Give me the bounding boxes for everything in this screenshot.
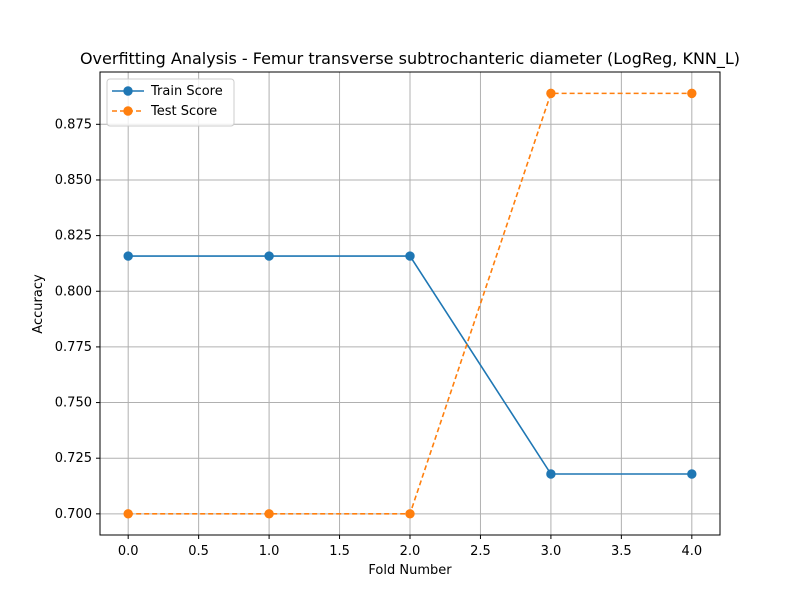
series-lines [123, 88, 697, 519]
y-tick-label: 0.875 [55, 117, 92, 132]
x-axis-label: Fold Number [368, 563, 452, 578]
legend-label-train-score: Train Score [150, 84, 223, 99]
x-tick-label: 0.0 [118, 544, 139, 559]
y-tick-label: 0.775 [55, 340, 92, 355]
y-tick-label: 0.825 [55, 229, 92, 244]
x-tick-label: 3.5 [611, 544, 632, 559]
data-point-test-score [264, 509, 274, 519]
y-tick-label: 0.750 [55, 396, 92, 411]
data-point-train-score [405, 251, 415, 261]
y-tick-label: 0.850 [55, 173, 92, 188]
legend-label-test-score: Test Score [150, 104, 217, 119]
legend-marker-test-score [123, 106, 133, 116]
data-point-train-score [546, 469, 556, 479]
x-tick-label: 4.0 [681, 544, 702, 559]
y-tick-label: 0.800 [55, 284, 92, 299]
y-tick-label: 0.700 [55, 507, 92, 522]
y-tick-label: 0.725 [55, 451, 92, 466]
x-tick-label: 2.5 [470, 544, 491, 559]
legend-marker-train-score [123, 86, 133, 96]
x-axis-ticks: 0.0 0.5 1.0 1.5 2.0 2.5 3.0 3.5 4.0 [118, 535, 702, 559]
data-point-test-score [546, 88, 556, 99]
data-point-train-score [123, 251, 133, 261]
x-tick-label: 3.0 [541, 544, 562, 559]
chart-title: Overfitting Analysis - Femur transverse … [80, 49, 740, 69]
x-tick-label: 2.0 [400, 544, 421, 559]
data-point-train-score [264, 251, 274, 261]
legend: Train Score Test Score [106, 78, 235, 127]
data-point-train-score [687, 469, 697, 479]
x-tick-label: 0.5 [188, 544, 209, 559]
data-point-test-score [687, 88, 697, 99]
x-tick-label: 1.0 [259, 544, 280, 559]
data-point-test-score [405, 509, 415, 519]
y-axis-label: Accuracy [31, 274, 46, 334]
x-tick-label: 1.5 [329, 544, 350, 559]
plot-area [99, 71, 721, 536]
data-point-test-score [123, 509, 133, 519]
y-axis-ticks: 0.700 0.725 0.750 0.775 0.800 0.825 0.850 0.875 [55, 117, 100, 522]
